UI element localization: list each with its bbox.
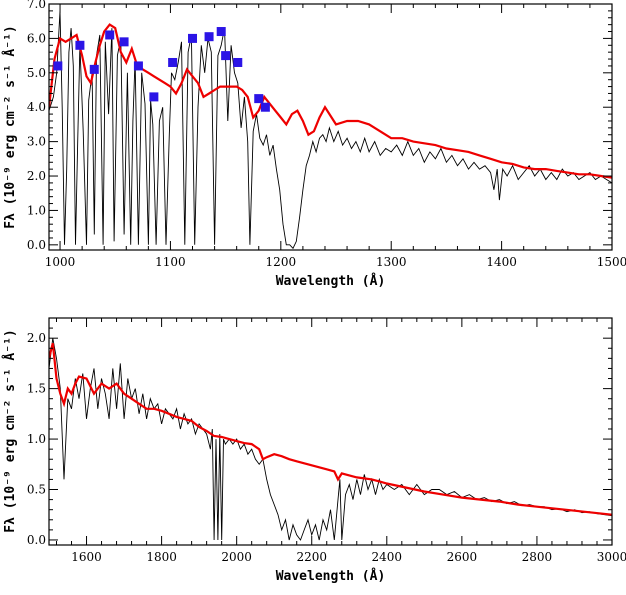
y-tick-label: 1.0	[27, 432, 46, 446]
y-tick-label: 0.0	[27, 238, 46, 252]
x-tick-label: 1300	[376, 255, 407, 269]
data-marker	[133, 61, 143, 71]
x-tick-label: 1500	[597, 255, 626, 269]
y-tick-label: 7.0	[27, 0, 46, 11]
data-marker	[204, 32, 214, 42]
y-tick-label: 4.0	[27, 100, 46, 114]
x-tick-label: 1100	[155, 255, 186, 269]
x-axis-label: Wavelength (Å)	[276, 273, 386, 289]
y-tick-label: 2.0	[27, 169, 46, 183]
x-axis-label: Wavelength (Å)	[276, 568, 386, 584]
y-tick-label: 0.0	[27, 533, 46, 547]
x-tick-label: 3000	[597, 550, 626, 564]
data-marker	[221, 51, 231, 61]
x-tick-label: 2200	[296, 550, 327, 564]
y-tick-label: 0.5	[27, 483, 46, 497]
y-axis-label: Fλ (10⁻⁹ erg cm⁻² s⁻¹ Å⁻¹)	[2, 329, 18, 533]
y-axis-label: Fλ (10⁻⁹ erg cm⁻² s⁻¹ Å⁻¹)	[2, 25, 18, 229]
data-marker	[188, 33, 198, 43]
x-tick-label: 1200	[266, 255, 297, 269]
data-marker	[119, 37, 129, 47]
y-tick-label: 5.0	[27, 66, 46, 80]
plot-frame	[48, 317, 613, 546]
x-tick-label: 1800	[146, 550, 177, 564]
data-marker	[168, 57, 178, 67]
data-marker	[89, 64, 99, 74]
y-tick-label: 3.0	[27, 135, 46, 149]
data-marker	[149, 92, 159, 102]
model-spectrum-line	[49, 23, 612, 179]
x-tick-label: 1600	[71, 550, 102, 564]
x-tick-label: 2800	[522, 550, 553, 564]
x-tick-label: 1400	[486, 255, 517, 269]
plot-frame	[48, 3, 613, 251]
panel-2: 1600 1800 2000 2200 2400 2600 2800 3000 0.0 0.5 1.…	[2, 317, 626, 584]
data-marker	[216, 27, 226, 37]
x-tick-label: 1000	[45, 255, 76, 269]
panel-1: 1000 1100 1200 1300 1400 1500 0.0 1.0 2.0 3.0 4.0 5…	[2, 0, 626, 289]
data-marker	[53, 61, 63, 71]
data-marker	[75, 40, 85, 50]
y-tick-label: 6.0	[27, 31, 46, 45]
y-tick-label: 1.0	[27, 203, 46, 217]
model-spectrum-line	[49, 342, 612, 516]
data-marker	[105, 30, 115, 40]
observed-spectrum-line	[49, 10, 612, 250]
x-tick-label: 2600	[447, 550, 478, 564]
observed-spectrum-line	[49, 338, 612, 541]
data-marker	[254, 94, 264, 104]
data-marker	[260, 102, 270, 112]
x-tick-label: 2000	[221, 550, 252, 564]
data-marker	[233, 57, 243, 67]
x-tick-label: 2400	[372, 550, 403, 564]
y-tick-label: 2.0	[27, 331, 46, 345]
y-tick-label: 1.5	[27, 382, 46, 396]
